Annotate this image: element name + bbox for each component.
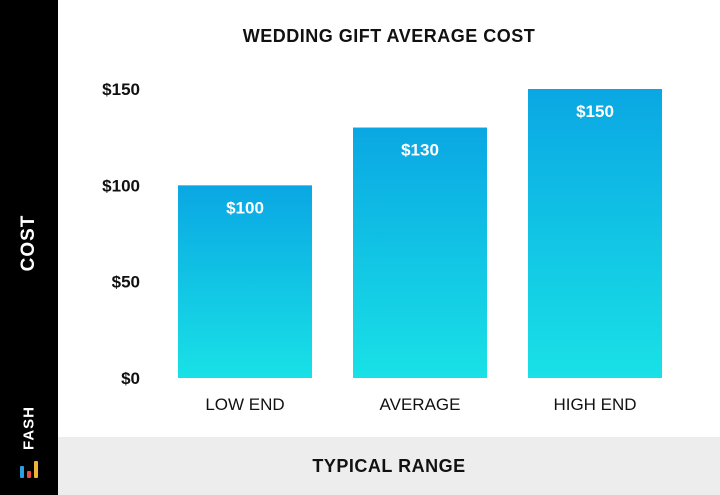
chart-title: WEDDING GIFT AVERAGE COST [242,26,536,46]
y-axis-label: COST [18,214,39,272]
y-tick-label: $150 [102,80,140,99]
x-axis-label: TYPICAL RANGE [312,456,466,476]
bar [178,185,312,378]
x-axis-ticks: LOW END AVERAGE HIGH END [205,395,636,414]
brand-name: FASH [20,405,38,451]
bar [528,89,662,378]
y-tick-label: $0 [121,369,140,388]
bar-value-label: $100 [226,198,264,217]
y-tick-label: $100 [102,176,140,195]
x-tick-label: AVERAGE [380,395,461,414]
y-tick-label: $50 [112,273,140,292]
x-tick-label: HIGH END [553,395,636,414]
y-axis-ticks: $0 $50 $100 $150 [102,80,140,388]
brand-bars-icon [20,458,38,478]
bar-value-label: $150 [576,102,614,121]
brand-bar-blue [20,466,24,478]
brand-logo: FASH [16,406,42,480]
x-tick-label: LOW END [205,395,284,414]
bars: $100 $130 $150 [178,89,662,379]
bar-value-label: $130 [401,141,439,160]
left-band: COST FASH [0,0,58,495]
brand-bar-yellow [34,461,38,478]
x-axis-band: TYPICAL RANGE [58,437,720,495]
bar-chart: $0 $50 $100 $150 $100 $130 $150 LOW END AVERAG… [102,80,662,414]
brand-bar-red [27,471,31,478]
bar [353,127,487,379]
